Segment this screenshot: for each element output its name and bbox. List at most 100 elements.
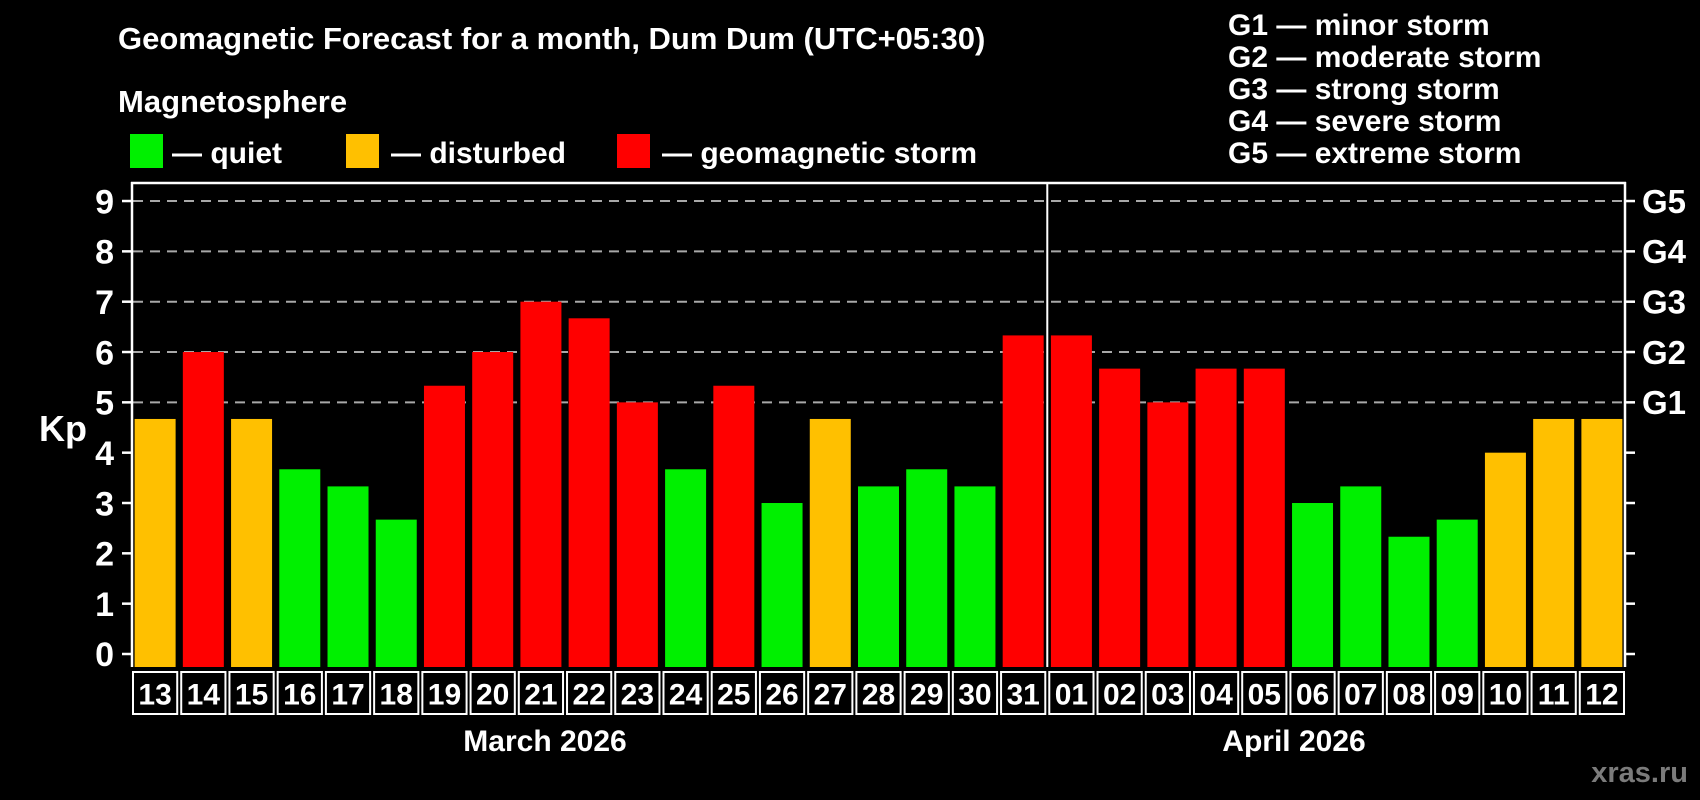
g-legend-row: G4 — severe storm <box>1228 105 1502 138</box>
y-tick-label: 3 <box>95 485 114 523</box>
legend-label-storm: — geomagnetic storm <box>662 137 978 170</box>
bar <box>1436 519 1478 667</box>
bar <box>134 418 176 667</box>
bar <box>279 469 321 667</box>
page-title: Geomagnetic Forecast for a month, Dum Du… <box>118 21 986 56</box>
day-label-box <box>710 671 757 715</box>
bar <box>1581 418 1623 667</box>
legend-label-quiet: — quiet <box>172 137 282 170</box>
bar <box>375 519 417 667</box>
day-number: 20 <box>476 678 509 711</box>
day-label-box <box>324 671 372 715</box>
bar <box>327 486 369 667</box>
g-axis-label: G5 <box>1642 183 1686 220</box>
g-legend-row: G5 — extreme storm <box>1228 137 1522 170</box>
day-label-box <box>132 671 179 715</box>
day-label-box <box>1482 671 1529 715</box>
day-number: 28 <box>862 678 895 711</box>
bar <box>1147 402 1189 667</box>
g-axis-label: G4 <box>1642 233 1687 270</box>
watermark: xras.ru <box>1591 757 1688 789</box>
day-number: 27 <box>814 678 847 711</box>
legend-label-disturbed: — disturbed <box>391 137 567 170</box>
day-label-box <box>1530 671 1577 715</box>
bar <box>1340 486 1382 667</box>
day-label-box <box>614 671 661 715</box>
day-number: 15 <box>235 678 268 711</box>
y-tick-label: 5 <box>95 385 114 423</box>
bar <box>1243 368 1285 667</box>
day-label-box <box>1434 671 1481 715</box>
day-label-box <box>1241 671 1288 715</box>
bar <box>713 385 755 667</box>
y-axis-title: Kp <box>39 408 87 449</box>
day-label-box <box>1192 671 1240 715</box>
day-number: 02 <box>1103 678 1136 711</box>
day-number: 23 <box>621 678 654 711</box>
day-label-box <box>807 671 854 715</box>
y-tick-label: 1 <box>95 586 114 624</box>
day-number: 01 <box>1055 678 1088 711</box>
bar <box>665 469 707 667</box>
day-number: 11 <box>1538 678 1570 711</box>
bar <box>809 418 851 667</box>
day-number: 26 <box>765 678 798 711</box>
bar <box>954 486 996 667</box>
y-tick-label: 4 <box>95 435 114 473</box>
day-label-box <box>1096 671 1143 715</box>
bar <box>182 352 224 667</box>
day-label-box <box>1000 671 1047 715</box>
day-number: 08 <box>1392 678 1425 711</box>
day-number: 07 <box>1344 678 1377 711</box>
g-axis-label: G2 <box>1642 334 1686 371</box>
bar <box>761 503 803 667</box>
disturbed-swatch-icon <box>346 134 379 168</box>
day-label-box <box>228 671 275 715</box>
bar <box>1533 418 1575 667</box>
day-label-box <box>903 671 950 715</box>
day-number: 25 <box>717 678 750 711</box>
day-number: 10 <box>1489 678 1522 711</box>
day-label-box <box>180 671 227 715</box>
day-number: 22 <box>572 678 605 711</box>
day-number: 04 <box>1199 678 1233 711</box>
y-tick-label: 7 <box>95 284 114 322</box>
day-label-box <box>1048 671 1095 715</box>
y-tick-label: 8 <box>95 234 114 272</box>
g-axis-label: G3 <box>1642 284 1686 321</box>
day-number: 16 <box>283 678 316 711</box>
bar <box>1388 536 1430 667</box>
day-label-box <box>1578 671 1625 715</box>
day-number: 30 <box>958 678 991 711</box>
bar <box>472 352 514 667</box>
day-number: 14 <box>187 678 221 711</box>
day-label-box <box>469 671 516 715</box>
day-number: 05 <box>1248 678 1281 711</box>
bar <box>520 301 562 667</box>
day-number: 09 <box>1441 678 1474 711</box>
month-label: April 2026 <box>1222 725 1365 758</box>
day-label-box <box>951 671 999 715</box>
day-label-box <box>855 671 902 715</box>
day-number: 31 <box>1006 678 1039 711</box>
day-label-box <box>758 671 806 715</box>
day-number: 06 <box>1296 678 1329 711</box>
day-label-box <box>1289 671 1336 715</box>
day-label-box <box>276 671 323 715</box>
day-number: 29 <box>910 678 943 711</box>
day-label-box <box>662 671 709 715</box>
bar <box>568 318 610 667</box>
y-tick-label: 0 <box>95 636 114 674</box>
bar <box>906 469 948 667</box>
g-legend-row: G3 — strong storm <box>1228 73 1500 106</box>
day-number: 19 <box>428 678 461 711</box>
bar <box>616 402 658 667</box>
bar <box>1050 335 1092 667</box>
bar <box>1195 368 1237 667</box>
bar <box>858 486 899 667</box>
day-number: 12 <box>1585 678 1618 711</box>
day-label-box <box>566 671 613 715</box>
month-label: March 2026 <box>463 725 626 758</box>
